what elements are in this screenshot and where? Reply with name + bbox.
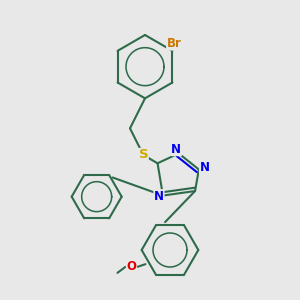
Text: N: N	[200, 161, 209, 174]
Text: O: O	[127, 260, 136, 273]
Text: S: S	[139, 148, 148, 161]
Text: N: N	[171, 142, 182, 156]
Text: Br: Br	[167, 37, 182, 50]
Text: N: N	[154, 190, 164, 203]
